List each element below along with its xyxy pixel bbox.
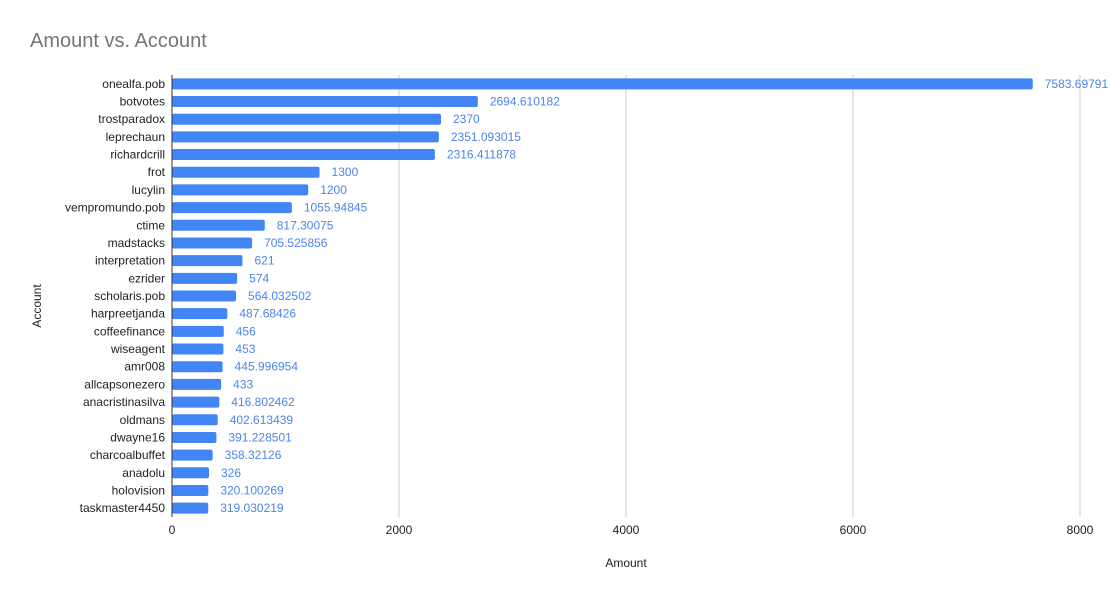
category-label: richardcrill xyxy=(110,148,165,162)
data-label: 705.525856 xyxy=(264,236,328,250)
bar xyxy=(172,272,238,284)
category-label: madstacks xyxy=(108,236,165,250)
category-label: taskmaster4450 xyxy=(80,501,166,515)
bar xyxy=(172,237,253,249)
category-label: vempromundo.pob xyxy=(65,201,165,215)
x-axis-title: Amount xyxy=(605,556,647,570)
category-label: frot xyxy=(148,165,166,179)
bar xyxy=(172,113,441,125)
category-label: coffeefinance xyxy=(94,324,165,338)
category-label: holovision xyxy=(112,483,165,497)
bar xyxy=(172,414,218,426)
data-label: 2316.411878 xyxy=(447,148,517,162)
bar xyxy=(172,343,224,355)
category-label: wiseagent xyxy=(110,342,166,356)
bar xyxy=(172,467,210,479)
x-tick-label: 8000 xyxy=(1067,523,1094,537)
category-label: leprechaun xyxy=(106,130,165,144)
data-label: 487.68426 xyxy=(239,307,296,321)
category-label: charcoalbuffet xyxy=(90,448,166,462)
y-axis-title: Account xyxy=(30,284,44,328)
bars xyxy=(172,78,1033,514)
data-label: 1200 xyxy=(320,183,347,197)
x-tick-labels: 0 2000 4000 6000 8000 xyxy=(169,523,1094,537)
bar xyxy=(172,96,478,108)
category-label: amr008 xyxy=(124,360,165,374)
data-label: 453 xyxy=(235,342,255,356)
category-label: allcapsonezero xyxy=(84,377,165,391)
category-label: interpretation xyxy=(95,254,165,268)
data-label: 319.030219 xyxy=(220,501,284,515)
data-label: 402.613439 xyxy=(230,413,294,427)
data-label: 445.996954 xyxy=(235,360,299,374)
bar xyxy=(172,184,309,196)
data-label: 2370 xyxy=(453,112,480,126)
category-labels: onealfa.pob botvotes trostparadox leprechau… xyxy=(65,77,166,515)
bar xyxy=(172,361,223,373)
bar xyxy=(172,202,292,214)
data-label: 574 xyxy=(249,271,269,285)
category-label: trostparadox xyxy=(98,112,165,126)
category-label: anacristinasilva xyxy=(83,395,165,409)
bar xyxy=(172,290,237,302)
category-label: ezrider xyxy=(128,271,165,285)
bar xyxy=(172,378,222,390)
x-tick-label: 6000 xyxy=(840,523,867,537)
gridlines xyxy=(398,75,1081,517)
data-label: 621 xyxy=(254,254,274,268)
x-tick-label: 2000 xyxy=(386,523,413,537)
category-label: lucylin xyxy=(132,183,165,197)
data-label: 326 xyxy=(221,466,241,480)
bar xyxy=(172,78,1033,90)
data-label: 358.32126 xyxy=(225,448,282,462)
data-label: 391.228501 xyxy=(228,430,292,444)
category-label: anadolu xyxy=(122,466,165,480)
data-label: 320.100269 xyxy=(220,483,284,497)
bar xyxy=(172,308,228,320)
data-label: 2694.610182 xyxy=(490,95,560,109)
data-label: 564.032502 xyxy=(248,289,312,303)
bar xyxy=(172,325,224,337)
chart-title: Amount vs. Account xyxy=(30,30,207,52)
bar xyxy=(172,431,217,443)
bar xyxy=(172,166,320,178)
data-label: 7583.69791 xyxy=(1045,77,1109,91)
data-label: 1300 xyxy=(332,165,359,179)
bar xyxy=(172,255,243,267)
x-tick-label: 0 xyxy=(169,523,176,537)
x-tick-label: 4000 xyxy=(613,523,640,537)
data-label: 433 xyxy=(233,377,253,391)
bar xyxy=(172,131,439,143)
bar xyxy=(172,219,265,231)
category-label: ctime xyxy=(136,218,165,232)
data-label: 1055.94845 xyxy=(304,201,368,215)
bar xyxy=(172,149,435,161)
bar xyxy=(172,396,220,408)
category-label: onealfa.pob xyxy=(102,77,165,91)
category-label: botvotes xyxy=(120,95,165,109)
category-label: harpreetjanda xyxy=(91,307,165,321)
category-label: dwayne16 xyxy=(110,430,165,444)
bar xyxy=(172,449,213,461)
data-label: 416.802462 xyxy=(231,395,295,409)
bar xyxy=(172,502,209,514)
bar xyxy=(172,484,209,496)
data-label: 2351.093015 xyxy=(451,130,521,144)
category-label: oldmans xyxy=(120,413,165,427)
category-label: scholaris.pob xyxy=(94,289,165,303)
data-label: 817.30075 xyxy=(277,218,334,232)
data-label: 456 xyxy=(236,324,256,338)
value-labels: 7583.69791 2694.610182 2370 2351.093015 2316… xyxy=(220,77,1108,515)
